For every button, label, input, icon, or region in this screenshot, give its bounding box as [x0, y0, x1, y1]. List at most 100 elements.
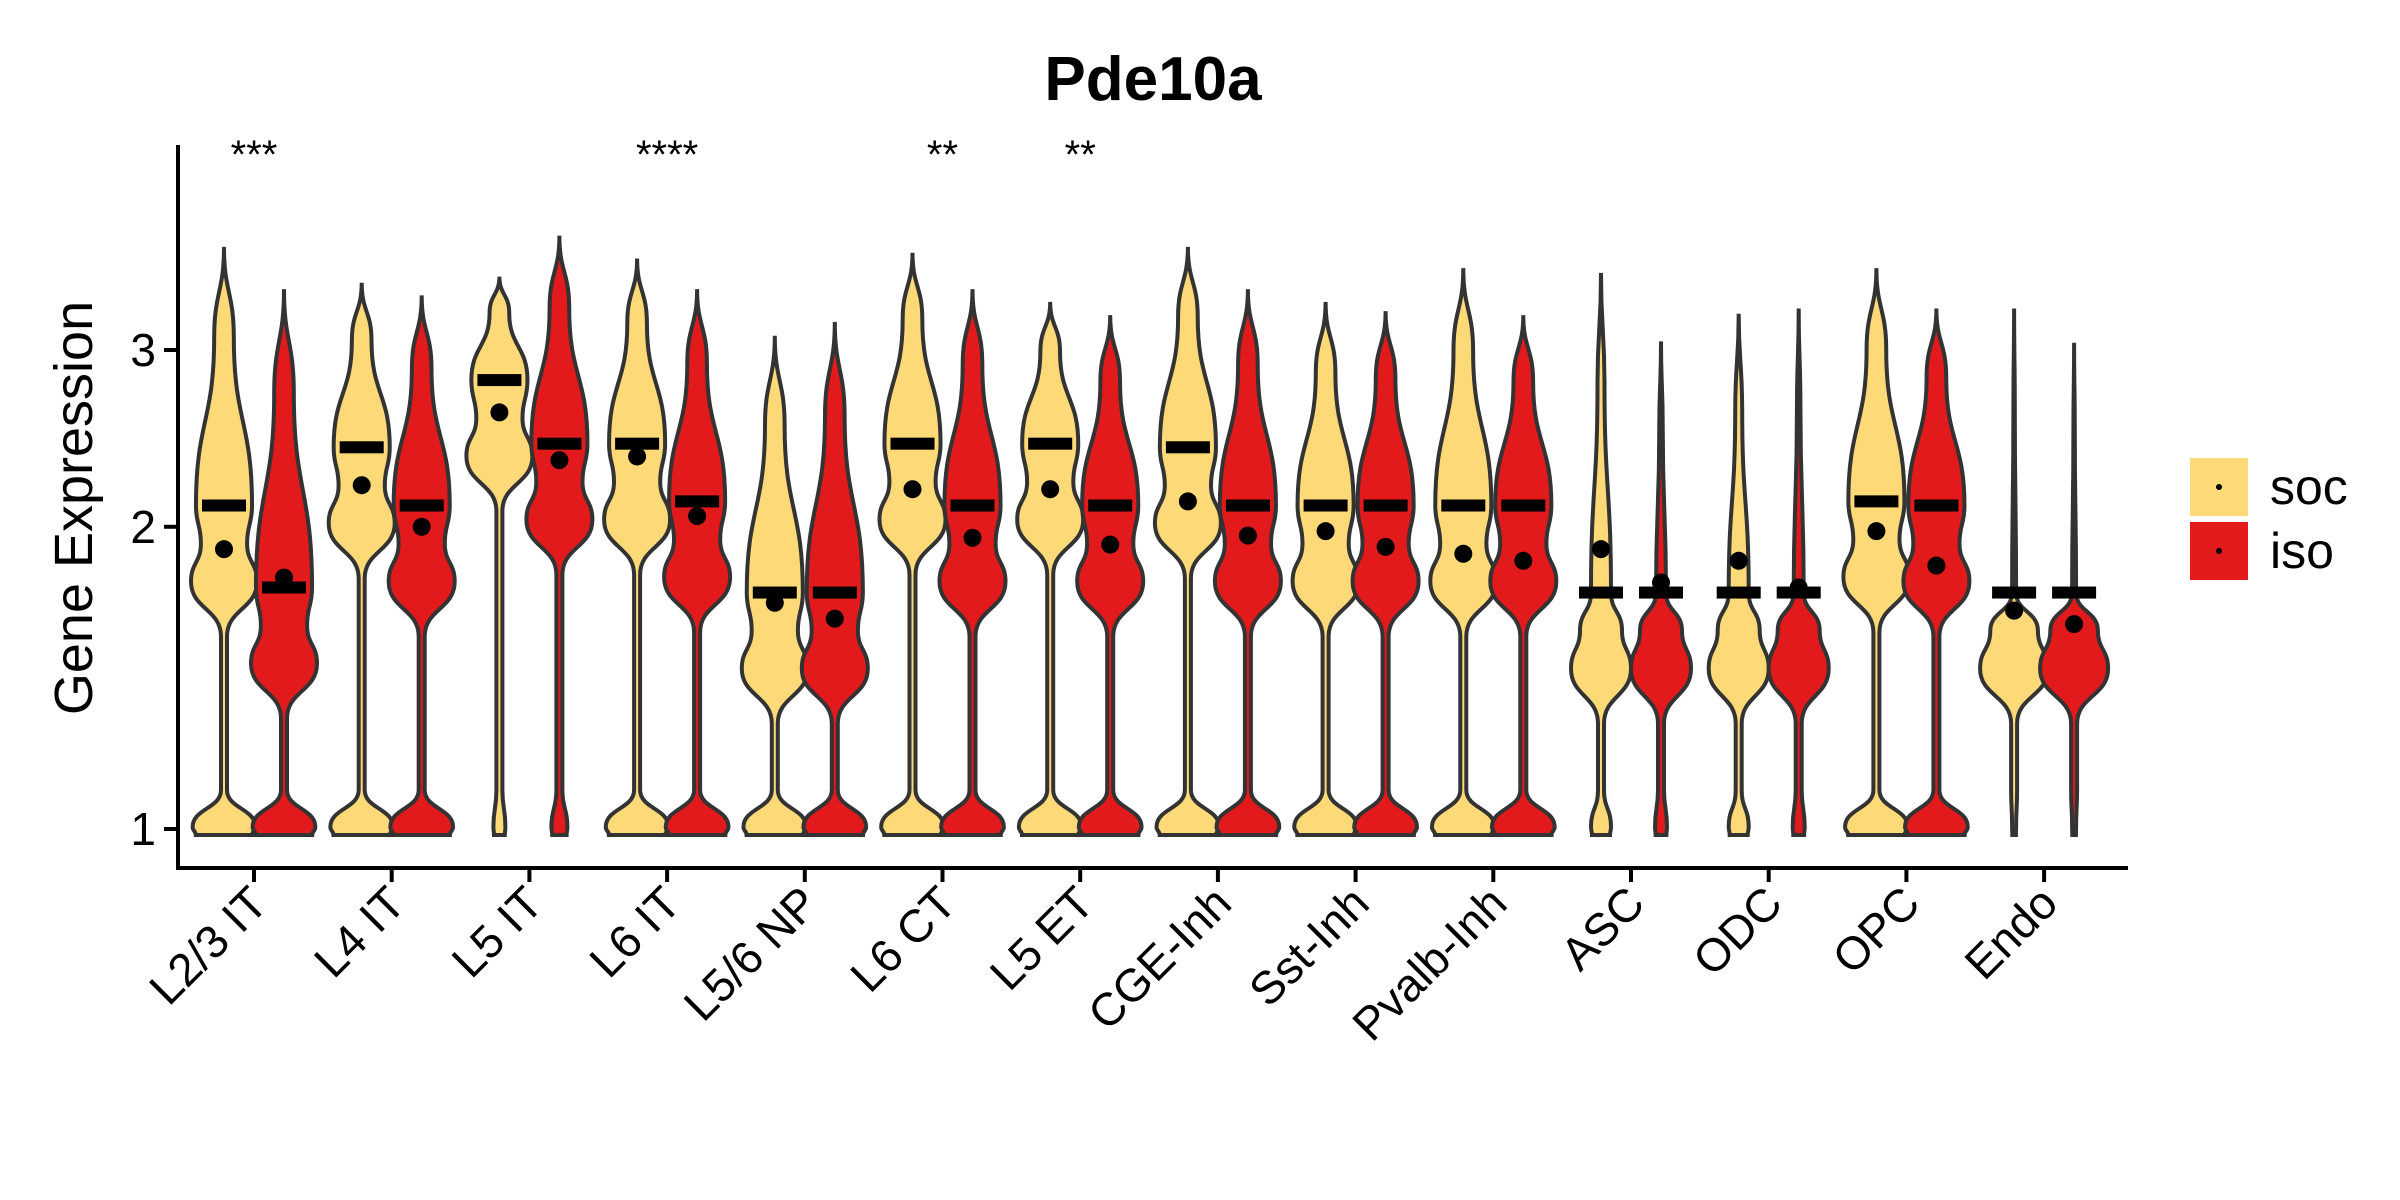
mean-dot-iso-2	[550, 451, 569, 470]
median-bar-soc-11	[1716, 586, 1761, 599]
legend-dot-soc	[2216, 484, 2222, 490]
median-bar-soc-9	[1441, 499, 1486, 512]
mean-dot-soc-11	[1729, 551, 1748, 570]
violin-soc-11	[1706, 313, 1771, 837]
violin-iso-7	[1212, 289, 1283, 837]
mean-dot-soc-0	[215, 540, 233, 559]
median-bar-iso-1	[399, 499, 444, 512]
violin-soc-4	[739, 335, 810, 837]
mean-dot-iso-1	[412, 517, 431, 536]
legend-label-soc: soc	[2270, 459, 2348, 515]
median-bar-iso-8	[1363, 499, 1408, 512]
mean-dot-soc-2	[490, 403, 509, 422]
median-bar-iso-12	[1914, 499, 1959, 512]
median-bar-iso-2	[537, 437, 582, 450]
x-tick-label-4: L5/6 NP	[674, 876, 828, 1030]
median-bar-iso-5	[950, 499, 995, 512]
y-tick-label-1: 2	[130, 501, 156, 553]
mean-dot-iso-10	[1652, 573, 1670, 592]
median-bar-soc-6	[1028, 437, 1073, 450]
violin-iso-0	[248, 289, 320, 837]
legend: soc iso	[2190, 458, 2348, 580]
x-tick-label-1: L4 IT	[304, 876, 415, 987]
mean-dot-iso-13	[2065, 615, 2084, 634]
mean-dot-iso-4	[825, 609, 844, 628]
median-bar-soc-2	[477, 374, 522, 387]
violin-soc-6	[1015, 301, 1086, 837]
y-tick-label-0: 1	[130, 803, 156, 855]
mean-dot-iso-12	[1927, 556, 1946, 575]
median-bar-iso-10	[1639, 586, 1683, 599]
mean-dot-iso-3	[688, 507, 707, 526]
legend-dot-iso	[2216, 548, 2222, 554]
median-bar-soc-7	[1165, 441, 1210, 454]
violin-iso-1	[386, 295, 457, 837]
median-bar-iso-0	[262, 581, 306, 594]
mean-dot-soc-13	[2005, 601, 2024, 620]
median-bar-iso-13	[2052, 586, 2097, 599]
violin-iso-4	[799, 321, 870, 837]
violin-iso-5	[937, 289, 1008, 837]
violin-iso-11	[1766, 308, 1831, 837]
mean-dot-iso-0	[275, 568, 293, 587]
mean-dot-soc-3	[628, 447, 647, 466]
axes-layer	[164, 145, 2128, 882]
mean-dot-soc-4	[765, 593, 784, 612]
median-bar-iso-3	[675, 495, 720, 508]
x-tick-label-12: OPC	[1822, 876, 1929, 983]
median-bar-soc-1	[339, 441, 384, 454]
x-tick-label-7: CGE-Inh	[1078, 876, 1241, 1039]
y-tick-label-2: 3	[130, 324, 156, 376]
median-bar-iso-6	[1088, 499, 1133, 512]
significance-label-0: ***	[231, 133, 278, 177]
median-bar-soc-4	[752, 586, 797, 599]
violin-iso-2	[524, 235, 595, 837]
violin-iso-6	[1075, 315, 1146, 837]
mean-dot-soc-10	[1592, 540, 1610, 559]
violin-soc-1	[326, 282, 397, 837]
x-tick-label-6: L5 ET	[980, 876, 1104, 1000]
median-bar-iso-9	[1501, 499, 1546, 512]
mean-dot-soc-5	[903, 480, 922, 499]
x-tick-label-10: ASC	[1550, 876, 1654, 980]
violins-layer	[188, 235, 2111, 837]
mean-dot-soc-6	[1041, 480, 1060, 499]
violin-iso-9	[1488, 315, 1559, 837]
violin-soc-12	[1841, 268, 1912, 837]
median-bar-soc-13	[1992, 586, 2037, 599]
mean-dot-soc-7	[1178, 492, 1197, 511]
violin-soc-2	[464, 276, 535, 837]
violin-soc-8	[1290, 301, 1361, 837]
y-axis-label: Gene Expression	[44, 301, 104, 715]
median-bar-soc-10	[1579, 586, 1623, 599]
median-bar-soc-3	[615, 437, 660, 450]
median-bar-soc-8	[1303, 499, 1348, 512]
mean-dot-iso-7	[1238, 526, 1257, 545]
x-tick-label-3: L6 IT	[579, 876, 690, 987]
mean-dot-soc-12	[1867, 522, 1886, 541]
x-tick-label-11: ODC	[1683, 876, 1792, 985]
mean-dot-iso-5	[963, 528, 982, 547]
mean-dot-soc-1	[352, 476, 371, 495]
significance-label-3: ****	[636, 133, 698, 177]
violin-soc-13	[1978, 308, 2051, 837]
significance-label-6: **	[1065, 133, 1096, 177]
median-bar-soc-5	[890, 437, 935, 450]
significance-label-5: **	[927, 133, 958, 177]
mean-dot-soc-8	[1316, 522, 1335, 541]
median-bar-iso-7	[1225, 499, 1270, 512]
violin-soc-7	[1152, 246, 1223, 837]
violin-soc-3	[602, 258, 673, 837]
legend-label-iso: iso	[2270, 523, 2334, 579]
median-bar-soc-12	[1854, 495, 1899, 508]
mean-dot-iso-11	[1789, 578, 1808, 597]
violin-iso-8	[1350, 311, 1421, 837]
mean-dot-iso-9	[1514, 551, 1533, 570]
mean-dot-iso-6	[1101, 535, 1120, 554]
x-tick-label-8: Sst-Inh	[1239, 876, 1379, 1016]
median-bar-iso-4	[812, 586, 857, 599]
mean-dot-soc-9	[1454, 544, 1473, 563]
x-tick-label-5: L6 CT	[840, 876, 965, 1001]
x-tick-label-9: Pvalb-Inh	[1342, 876, 1516, 1050]
